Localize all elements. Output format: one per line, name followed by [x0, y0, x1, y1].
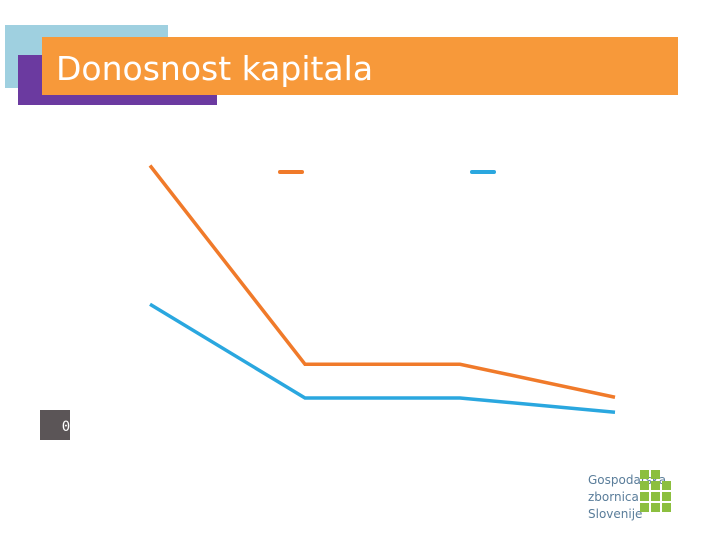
- title-band: [42, 37, 678, 95]
- y-tick-box: [40, 410, 70, 440]
- logo-grid: [640, 470, 671, 512]
- logo-text: Slovenije: [588, 507, 642, 521]
- chart: 0: [40, 164, 616, 440]
- title: Donosnost kapitala: [56, 49, 373, 88]
- y-tick-label: 0: [62, 419, 70, 435]
- series-line: [148, 164, 616, 399]
- logo: Gospodarska zbornica Slovenije: [588, 470, 671, 521]
- series-line: [149, 302, 616, 414]
- logo-text: zbornica: [588, 490, 639, 504]
